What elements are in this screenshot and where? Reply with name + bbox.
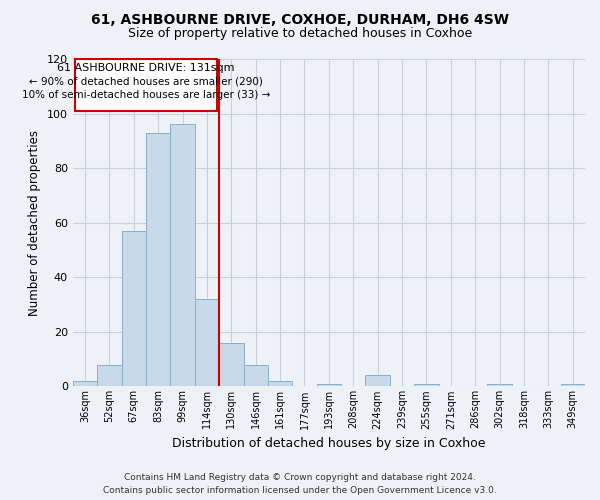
- Bar: [97, 364, 122, 386]
- Bar: [170, 124, 195, 386]
- Text: 61, ASHBOURNE DRIVE, COXHOE, DURHAM, DH6 4SW: 61, ASHBOURNE DRIVE, COXHOE, DURHAM, DH6…: [91, 12, 509, 26]
- Bar: [73, 381, 97, 386]
- Text: ← 90% of detached houses are smaller (290): ← 90% of detached houses are smaller (29…: [29, 76, 263, 86]
- Bar: [146, 132, 170, 386]
- Y-axis label: Number of detached properties: Number of detached properties: [28, 130, 41, 316]
- Bar: [219, 342, 244, 386]
- Bar: [122, 231, 146, 386]
- Bar: [414, 384, 439, 386]
- Bar: [365, 376, 390, 386]
- Bar: [268, 381, 292, 386]
- Bar: [487, 384, 512, 386]
- Text: 61 ASHBOURNE DRIVE: 131sqm: 61 ASHBOURNE DRIVE: 131sqm: [57, 63, 235, 73]
- Bar: [317, 384, 341, 386]
- Bar: [75, 59, 217, 111]
- Bar: [560, 384, 585, 386]
- Bar: [244, 364, 268, 386]
- Text: Contains HM Land Registry data © Crown copyright and database right 2024.
Contai: Contains HM Land Registry data © Crown c…: [103, 473, 497, 495]
- Text: Size of property relative to detached houses in Coxhoe: Size of property relative to detached ho…: [128, 28, 472, 40]
- X-axis label: Distribution of detached houses by size in Coxhoe: Distribution of detached houses by size …: [172, 437, 485, 450]
- Bar: [195, 299, 219, 386]
- Text: 10% of semi-detached houses are larger (33) →: 10% of semi-detached houses are larger (…: [22, 90, 270, 101]
